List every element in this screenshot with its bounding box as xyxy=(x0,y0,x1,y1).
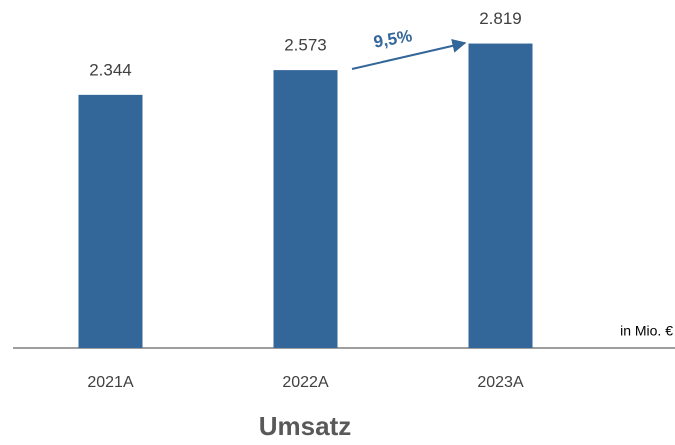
bar xyxy=(468,43,533,348)
growth-arrow xyxy=(351,39,467,70)
x-tick-label: 2022A xyxy=(282,374,329,391)
value-label: 2.573 xyxy=(284,36,327,55)
value-label: 2.344 xyxy=(89,60,132,79)
unit-label: in Mio. € xyxy=(620,323,673,339)
growth-annotation: 9,5% xyxy=(372,26,413,51)
bar xyxy=(273,70,338,348)
value-label: 2.819 xyxy=(479,9,522,28)
x-tick-label: 2023A xyxy=(477,374,524,391)
bar xyxy=(78,94,143,349)
chart-title: Umsatz xyxy=(259,411,351,441)
x-tick-label: 2021A xyxy=(87,374,134,391)
